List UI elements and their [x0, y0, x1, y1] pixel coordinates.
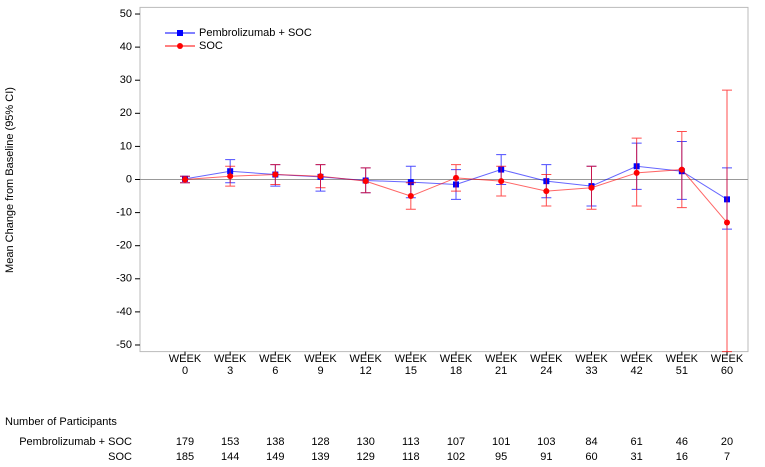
count: 128 — [311, 436, 329, 448]
y-tick-label: 50 — [120, 8, 132, 20]
count: 16 — [676, 451, 688, 463]
y-tick-label: -30 — [116, 273, 132, 285]
marker — [724, 219, 730, 226]
y-tick-label: -40 — [116, 306, 132, 318]
x-tick-label: WEEK 21 — [484, 352, 518, 377]
count: 7 — [724, 451, 730, 463]
count: 113 — [402, 436, 420, 448]
legend-label: Pembrolizumab + SOC — [199, 27, 312, 39]
x-tick-label: WEEK 33 — [575, 352, 608, 377]
x-tick-label: WEEK 51 — [665, 352, 699, 377]
count: 138 — [266, 436, 284, 448]
marker — [678, 166, 685, 173]
row-label: Pembrolizumab + SOC — [19, 436, 132, 448]
count: 139 — [311, 451, 329, 463]
x-tick-label: WEEK 0 — [168, 352, 202, 377]
count: 91 — [540, 451, 552, 463]
count: 144 — [221, 451, 239, 463]
x-tick-label: WEEK 9 — [304, 352, 337, 377]
count: 153 — [221, 436, 239, 448]
y-tick-label: -20 — [116, 240, 132, 252]
y-tick-label: 40 — [120, 41, 132, 53]
count: 129 — [356, 451, 374, 463]
count: 130 — [356, 436, 374, 448]
marker — [498, 178, 505, 185]
y-axis-label: Mean Change from Baseline (95% CI) — [4, 87, 16, 273]
marker — [633, 169, 640, 176]
x-tick-label: WEEK 60 — [710, 352, 744, 377]
legend-label: SOC — [199, 40, 223, 52]
x-tick-label: WEEK 12 — [349, 352, 382, 377]
marker — [543, 188, 550, 195]
y-tick-label: 10 — [120, 140, 132, 152]
marker — [407, 193, 414, 200]
count: 107 — [447, 436, 465, 448]
y-tick-label: 30 — [120, 74, 132, 86]
table-title: Number of Participants — [5, 416, 117, 428]
x-tick-label: WEEK 15 — [394, 352, 428, 377]
count: 20 — [721, 436, 733, 448]
x-tick-label: WEEK 42 — [620, 352, 653, 377]
x-tick-label: WEEK 18 — [439, 352, 473, 377]
count: 31 — [631, 451, 643, 463]
x-tick-label: WEEK 6 — [259, 352, 292, 377]
count: 84 — [585, 436, 597, 448]
marker — [227, 173, 234, 180]
count: 103 — [537, 436, 555, 448]
y-tick-label: 20 — [120, 107, 132, 119]
legend-marker — [177, 43, 183, 49]
count: 46 — [676, 436, 688, 448]
row-label: SOC — [108, 451, 132, 463]
marker — [272, 171, 279, 178]
marker — [407, 179, 414, 186]
count: 60 — [585, 451, 597, 463]
count: 102 — [447, 451, 465, 463]
marker — [362, 178, 369, 185]
legend-marker — [177, 30, 183, 36]
y-tick-label: -10 — [116, 207, 132, 219]
count: 95 — [495, 451, 507, 463]
y-tick-label: 0 — [126, 173, 132, 185]
y-tick-label: -50 — [116, 339, 132, 351]
count: 118 — [402, 451, 420, 463]
count: 149 — [266, 451, 284, 463]
x-tick-label: WEEK 24 — [530, 352, 563, 377]
count: 179 — [176, 436, 194, 448]
x-tick-label: WEEK 3 — [213, 352, 247, 377]
marker — [317, 173, 324, 180]
marker — [182, 176, 188, 183]
count: 101 — [492, 436, 510, 448]
count: 61 — [631, 436, 643, 448]
marker — [453, 174, 459, 181]
count: 185 — [176, 451, 194, 463]
marker — [588, 184, 595, 191]
